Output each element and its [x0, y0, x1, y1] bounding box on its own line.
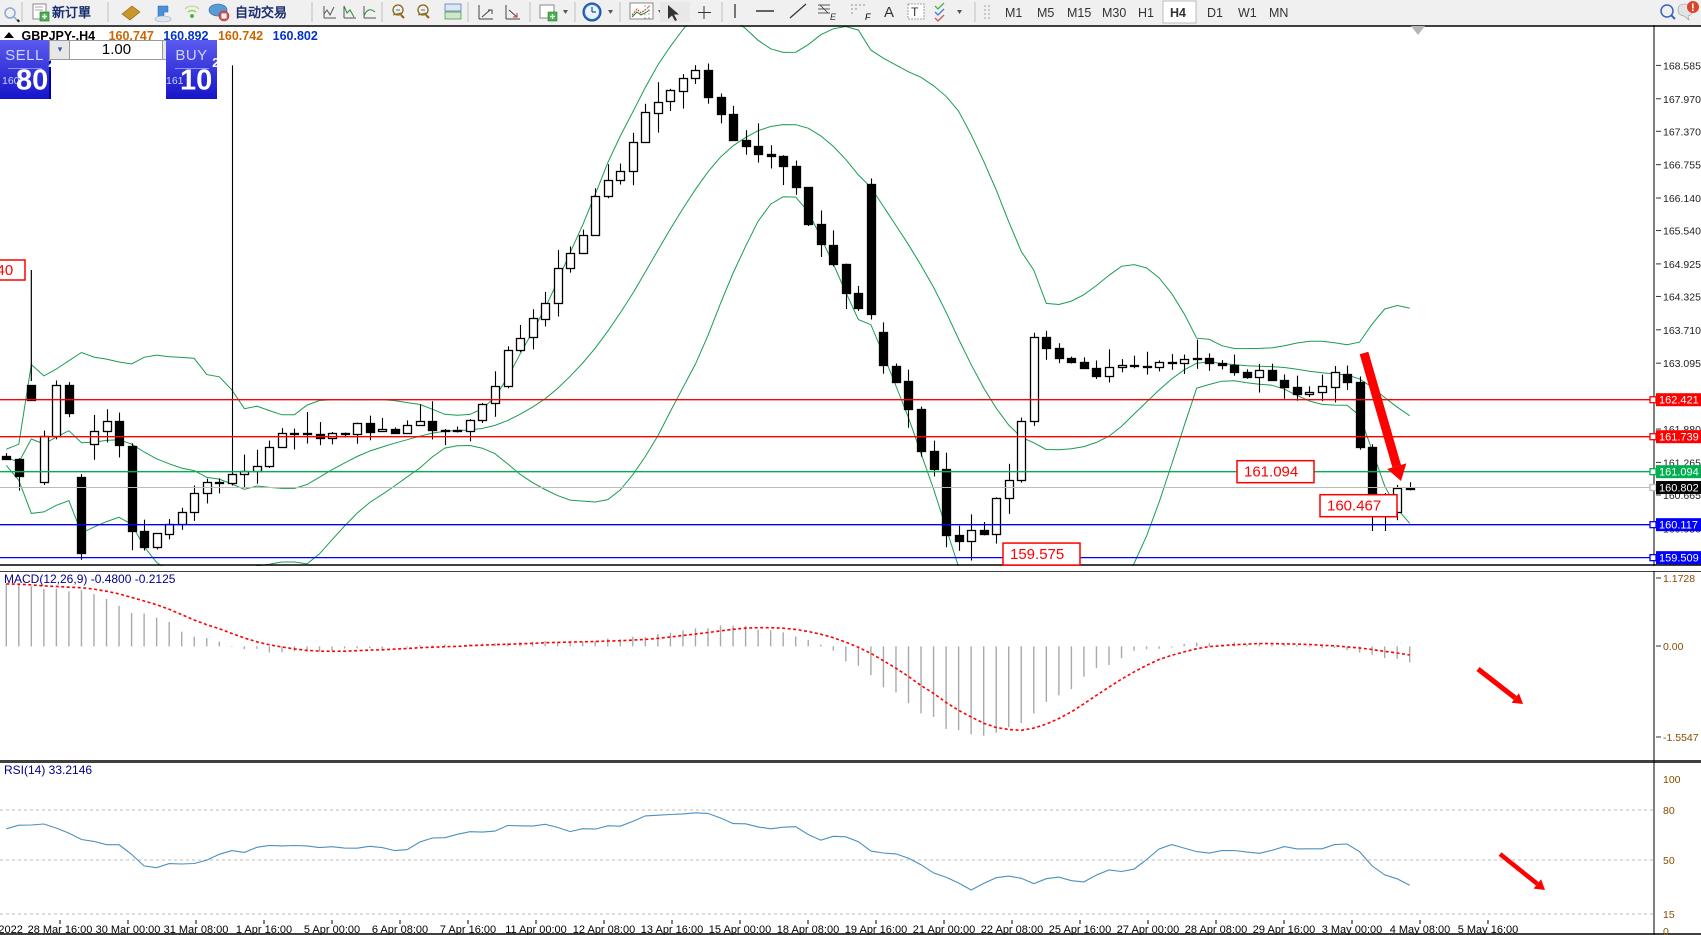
svg-text:168.585: 168.585	[1663, 60, 1701, 72]
svg-text:159.509: 159.509	[1659, 553, 1699, 565]
svg-text:167.370: 167.370	[1663, 126, 1701, 138]
svg-text:160.117: 160.117	[1659, 520, 1698, 532]
svg-text:M5: M5	[1037, 6, 1054, 20]
svg-text:19 Apr 16:00: 19 Apr 16:00	[845, 924, 907, 935]
svg-text:0.00: 0.00	[1663, 641, 1684, 653]
svg-text:11 Apr 00:00: 11 Apr 00:00	[505, 924, 567, 935]
svg-text:166.140: 166.140	[1663, 193, 1701, 205]
svg-text:28 Mar 16:00: 28 Mar 16:00	[28, 924, 93, 935]
svg-text:13 Apr 16:00: 13 Apr 16:00	[641, 924, 703, 935]
svg-text:.640: .640	[0, 262, 13, 279]
svg-text:W1: W1	[1238, 6, 1257, 20]
svg-text:M30: M30	[1102, 6, 1126, 20]
svg-text:4 May 08:00: 4 May 08:00	[1390, 924, 1451, 935]
svg-text:H1: H1	[1138, 6, 1154, 20]
svg-text:159.575: 159.575	[1010, 546, 1064, 563]
svg-text:160.467: 160.467	[1327, 498, 1381, 515]
svg-text:18 Apr 08:00: 18 Apr 08:00	[777, 924, 839, 935]
svg-text:15 Apr 00:00: 15 Apr 00:00	[709, 924, 771, 935]
svg-text:6 Apr 08:00: 6 Apr 08:00	[372, 924, 428, 935]
svg-text:M1: M1	[1005, 6, 1022, 20]
svg-text:5 May 16:00: 5 May 16:00	[1458, 924, 1519, 935]
svg-text:F: F	[865, 12, 871, 22]
svg-text:25 Apr 16:00: 25 Apr 16:00	[1049, 924, 1111, 935]
svg-text:31 Mar 08:00: 31 Mar 08:00	[164, 924, 229, 935]
svg-text:164.325: 164.325	[1663, 291, 1701, 303]
svg-text:M15: M15	[1067, 6, 1091, 20]
svg-text:29 Apr 16:00: 29 Apr 16:00	[1253, 924, 1315, 935]
svg-text:1.1728: 1.1728	[1663, 573, 1695, 585]
svg-text:21 Apr 00:00: 21 Apr 00:00	[913, 924, 975, 935]
svg-text:100: 100	[1663, 774, 1681, 786]
svg-text:5 Apr 00:00: 5 Apr 00:00	[304, 924, 360, 935]
svg-text:30 Mar 00:00: 30 Mar 00:00	[96, 924, 161, 935]
svg-text:H4: H4	[1170, 6, 1186, 20]
svg-text:160.802: 160.802	[1659, 483, 1699, 495]
svg-text:161.739: 161.739	[1659, 432, 1699, 444]
svg-text:A: A	[884, 4, 894, 21]
svg-text:50: 50	[1663, 855, 1675, 867]
svg-text:27 Apr 00:00: 27 Apr 00:00	[1117, 924, 1179, 935]
svg-text:D1: D1	[1207, 6, 1223, 20]
svg-text:166.755: 166.755	[1663, 160, 1701, 172]
svg-text:163.710: 163.710	[1663, 325, 1701, 337]
svg-text:3 May 00:00: 3 May 00:00	[1322, 924, 1383, 935]
svg-text:E: E	[830, 12, 837, 22]
svg-text:-1.5547: -1.5547	[1663, 732, 1699, 744]
svg-text:28 Apr 08:00: 28 Apr 08:00	[1185, 924, 1247, 935]
svg-text:161.094: 161.094	[1659, 467, 1699, 479]
svg-text:新订單: 新订單	[52, 5, 91, 20]
svg-text:1 Apr 16:00: 1 Apr 16:00	[236, 924, 292, 935]
svg-text:25 Mar 2022: 25 Mar 2022	[0, 924, 23, 935]
svg-text:165.540: 165.540	[1663, 226, 1701, 238]
svg-text:RSI(14) 33.2146: RSI(14) 33.2146	[4, 763, 92, 777]
svg-text:自动交易: 自动交易	[235, 5, 287, 20]
svg-text:162.421: 162.421	[1659, 395, 1699, 407]
svg-text:MACD(12,26,9) -0.4800 -0.212: MACD(12,26,9) -0.4800 -0.2125	[4, 572, 176, 586]
svg-text:161.094: 161.094	[1244, 464, 1298, 481]
svg-text:T: T	[911, 5, 919, 19]
svg-text:163.095: 163.095	[1663, 358, 1701, 370]
svg-text:7 Apr 16:00: 7 Apr 16:00	[440, 924, 496, 935]
svg-text:167.970: 167.970	[1663, 94, 1701, 106]
svg-text:22 Apr 08:00: 22 Apr 08:00	[981, 924, 1043, 935]
svg-text:164.925: 164.925	[1663, 259, 1701, 271]
svg-text:80: 80	[1663, 805, 1675, 817]
svg-text:12 Apr 08:00: 12 Apr 08:00	[573, 924, 635, 935]
svg-text:MN: MN	[1269, 6, 1288, 20]
